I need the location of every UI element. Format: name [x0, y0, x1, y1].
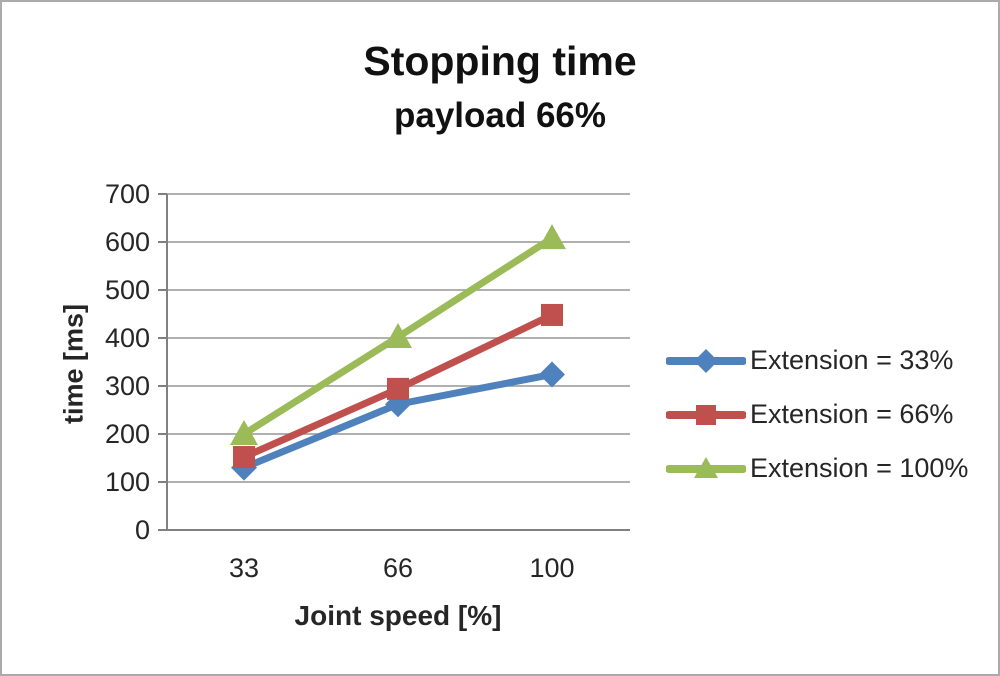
y-tick-label: 200	[104, 419, 150, 449]
legend-item: Extension = 33%	[666, 343, 968, 378]
y-axis-title: time [ms]	[58, 303, 89, 425]
legend-marker-diamond-icon	[666, 348, 746, 373]
y-tick-label: 0	[134, 515, 150, 545]
y-tick-label: 300	[104, 371, 150, 401]
y-tick-label: 400	[104, 323, 150, 353]
chart-subtitle: payload 66%	[393, 96, 607, 135]
marker-square-icon	[696, 404, 716, 425]
y-tick-label: 600	[104, 227, 150, 257]
y-tick-label: 500	[104, 275, 150, 305]
legend-marker-square-icon	[666, 404, 746, 425]
legend: Extension = 33% Extension = 66% Extensio…	[666, 343, 968, 486]
marker-square-icon	[541, 303, 563, 326]
marker-triangle-icon	[538, 224, 566, 250]
legend-marker-triangle-icon	[666, 456, 746, 478]
legend-label: Extension = 33%	[750, 345, 954, 375]
marker-diamond-icon	[539, 361, 565, 388]
marker-square-icon	[387, 377, 409, 400]
legend-item: Extension = 66%	[666, 397, 968, 432]
legend-label: Extension = 100%	[750, 453, 969, 483]
x-tick-label: 33	[228, 553, 260, 583]
legend-label: Extension = 66%	[750, 399, 954, 429]
chart-title: Stopping time	[363, 38, 637, 84]
y-tick-label: 700	[104, 179, 150, 209]
legend-item: Extension = 100%	[666, 451, 968, 486]
marker-square-icon	[233, 446, 255, 469]
y-tick-label: 100	[104, 467, 150, 497]
marker-triangle-icon	[694, 456, 718, 478]
x-tick-label: 66	[382, 553, 414, 583]
x-tick-label: 100	[529, 553, 575, 583]
marker-triangle-icon	[230, 420, 258, 445]
x-axis-title: Joint speed [%]	[294, 600, 502, 631]
marker-triangle-icon	[384, 323, 412, 349]
marker-diamond-icon	[694, 348, 718, 373]
